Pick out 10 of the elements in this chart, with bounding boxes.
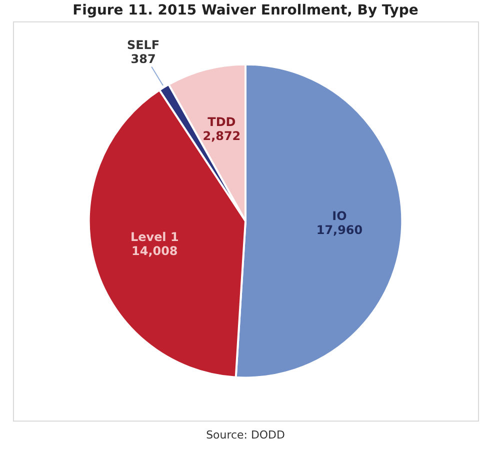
- slice-label: SELF: [126, 38, 160, 52]
- slice-label: Level 1: [130, 230, 179, 244]
- source-note: Source: DODD: [206, 428, 285, 442]
- data-label: 387: [130, 52, 156, 66]
- slice-label: IO: [332, 208, 347, 223]
- data-label: 2,872: [202, 129, 241, 144]
- chart-title: Figure 11. 2015 Waiver Enrollment, By Type: [72, 2, 418, 18]
- slice-label: TDD: [208, 115, 236, 130]
- data-label: 17,960: [316, 222, 363, 237]
- data-label: 14,008: [132, 244, 178, 258]
